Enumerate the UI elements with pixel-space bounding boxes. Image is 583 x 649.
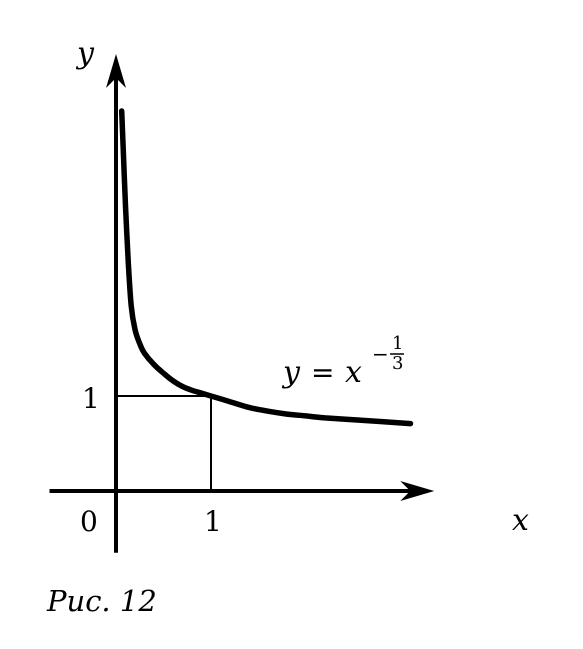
formula-exp-numerator: 1 [392,333,403,354]
y-axis-label: y [75,36,95,71]
x-axis-arrow [400,481,435,501]
formula-exp-denominator: 3 [392,353,403,374]
formula-lhs: y [281,355,301,390]
figure-caption: Рис. 12 [47,584,157,618]
curve-formula-label: y = x − 1 3 [281,333,404,390]
formula-exp-sign: − [372,342,389,366]
x-tick-label: 1 [204,505,222,538]
formula-equals: = [311,356,334,389]
axes [49,54,435,553]
series-line [118,108,414,427]
x-axis-label: x [512,503,529,538]
y-tick-label: 1 [82,382,100,415]
guide-lines [116,395,212,491]
formula-base: x [345,355,362,390]
origin-label: 0 [80,505,98,538]
y-axis-arrow [106,54,126,88]
